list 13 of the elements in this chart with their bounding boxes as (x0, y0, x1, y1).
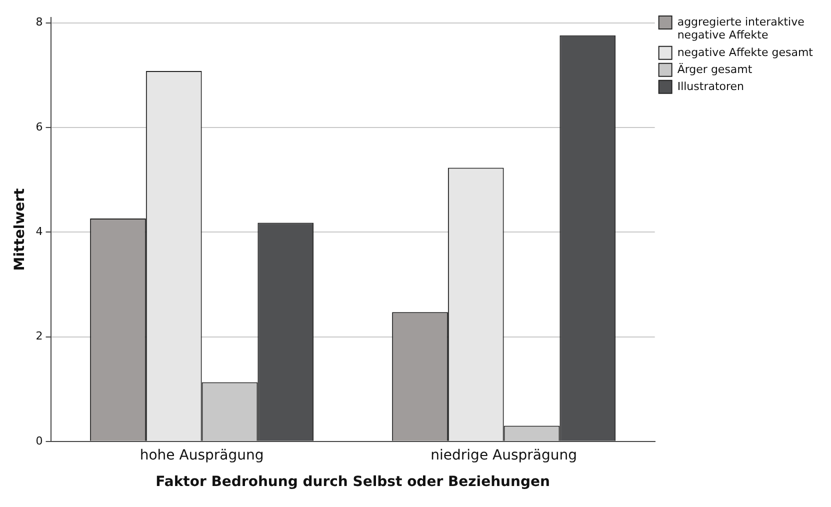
y-tick-label: 0 (36, 434, 43, 448)
y-tick-label: 4 (36, 224, 43, 238)
y-tick-label: 6 (36, 120, 43, 134)
legend-label: Ärger gesamt (677, 62, 753, 76)
x-axis-title: Faktor Bedrohung durch Selbst oder Beziehungen (156, 474, 550, 490)
y-tick-label: 8 (36, 16, 43, 29)
legend-label: Illustratoren (677, 80, 744, 93)
x-tick-label: hohe Ausprägung (140, 447, 264, 464)
y-axis-title: Mittelwert (12, 188, 28, 271)
x-tick-label: niedrige Ausprägung (430, 447, 577, 464)
y-tick-label: 2 (36, 330, 43, 343)
legend-label: aggregierte interaktive negative Affekte (677, 15, 805, 42)
legend-label: negative Affekte gesamt (677, 46, 814, 59)
